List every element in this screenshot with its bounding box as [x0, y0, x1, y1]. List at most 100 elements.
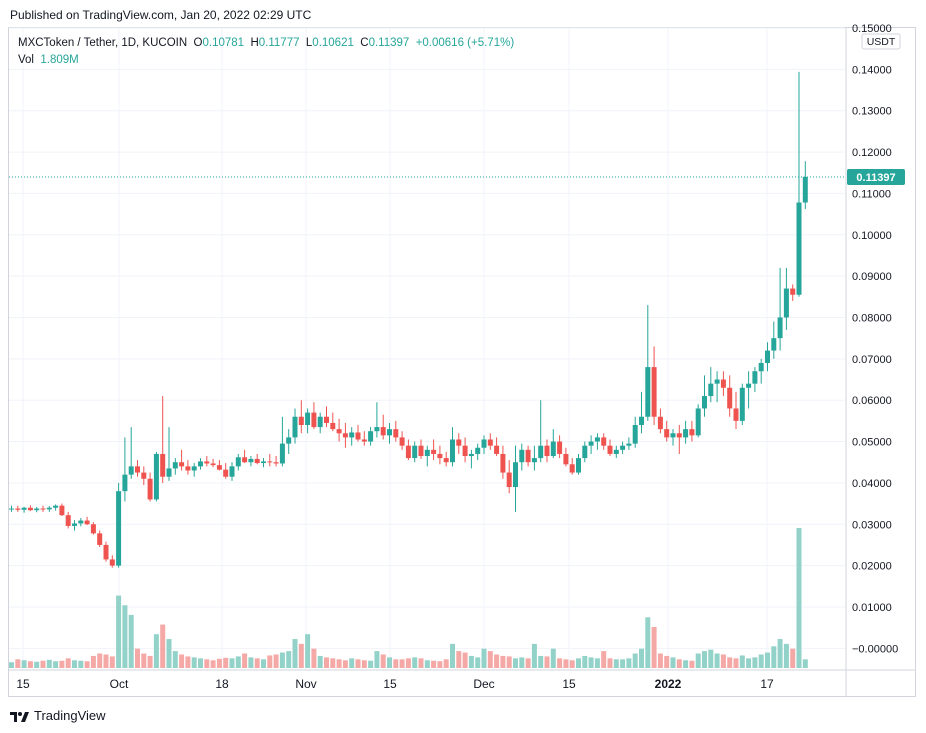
volume-bar [664, 655, 670, 668]
volume-bar [739, 655, 745, 668]
volume-bar [65, 658, 71, 668]
candle-body [204, 461, 210, 464]
candle-body [424, 449, 430, 457]
volume-bar [702, 651, 707, 668]
volume-bar [84, 661, 90, 668]
volume-bar [424, 660, 430, 668]
candle-body [279, 443, 285, 464]
volume-bar [40, 660, 46, 668]
candle-body [223, 469, 229, 477]
candle-body [135, 466, 140, 473]
volume-bar [752, 657, 758, 668]
volume-bar [160, 624, 166, 668]
volume-bar [128, 614, 134, 668]
candle-body [361, 439, 367, 442]
low-label: L [305, 37, 313, 49]
tradingview-logo-icon [10, 711, 29, 722]
candle-body [387, 429, 392, 436]
candle-body [336, 429, 342, 434]
candle-body [109, 559, 115, 566]
candle-body [702, 396, 707, 409]
candle-body [437, 453, 443, 459]
volume-bar [500, 655, 506, 668]
x-tick-label: 17 [760, 677, 774, 691]
volume-bar [538, 655, 544, 668]
candle-body [147, 478, 153, 500]
candle-body [46, 507, 52, 510]
volume-bar [802, 659, 808, 668]
y-tick-label: 0.06000 [852, 395, 892, 407]
volume-bar [242, 653, 248, 668]
candle-body [216, 465, 222, 470]
volume-bar [620, 659, 626, 668]
volume-bar [645, 617, 651, 668]
y-tick-label: 0.04000 [852, 478, 892, 490]
candle-body [513, 462, 518, 488]
volume-bar [626, 658, 632, 668]
candle-body [607, 445, 613, 454]
x-tick-label: 2022 [655, 677, 682, 691]
y-tick-label: 0.03000 [852, 519, 892, 531]
last-price-tag-label: 0.11397 [856, 172, 895, 184]
candle-body [305, 412, 311, 426]
candle-body [783, 288, 789, 318]
candle-body [418, 445, 424, 457]
volume-bar [412, 657, 418, 668]
y-tick-label: −0.00000 [852, 643, 898, 655]
volume-bar [261, 659, 266, 668]
volume-bar [695, 653, 701, 668]
x-tick-label: 15 [383, 677, 397, 691]
candle-body [172, 462, 178, 469]
candle-body [185, 466, 191, 471]
price-axis: 0.15000 0.14000 0.13000 0.12000 0.11000 0.100… [847, 23, 905, 655]
volume-bar [771, 646, 777, 668]
candle-body [550, 441, 556, 457]
y-tick-label: 0.13000 [852, 106, 892, 118]
volume-bar [368, 660, 374, 668]
volume-bar [179, 654, 185, 668]
volume-bar [569, 660, 575, 668]
candle-body [235, 457, 241, 467]
candle-body [198, 461, 203, 467]
volume-bar [198, 658, 203, 668]
candle-body [298, 416, 304, 426]
candle-body [475, 447, 481, 454]
candle-body [179, 462, 185, 467]
candle-body [21, 507, 27, 510]
volume-bar [330, 658, 336, 668]
open-label: O [193, 37, 203, 49]
candle-body [506, 472, 512, 488]
candle-body [657, 416, 663, 430]
x-tick-label: 15 [562, 677, 576, 691]
volume-bar [46, 659, 52, 668]
volume-bar [544, 656, 550, 668]
candle-body [248, 458, 254, 463]
volume-bar [431, 660, 437, 668]
candle-body [777, 317, 783, 339]
candle-body [267, 461, 273, 463]
volume-bar [758, 654, 764, 668]
footer-brand[interactable]: TradingView [10, 708, 106, 723]
volume-bar [393, 659, 399, 668]
candlesticks [9, 71, 808, 568]
volume-bar [204, 659, 210, 668]
volume-bar [563, 659, 569, 668]
candle-body [27, 507, 33, 511]
volume-bar [670, 657, 676, 668]
volume-bar [405, 658, 411, 668]
candle-body [771, 338, 777, 351]
volume-bar [683, 660, 689, 668]
candle-body [59, 505, 65, 516]
published-note: Published on TradingView.com, Jan 20, 20… [10, 8, 312, 22]
volume-bar [487, 651, 493, 668]
volume-bar [746, 658, 752, 668]
candle-body [689, 429, 695, 436]
candle-body [487, 439, 493, 446]
candle-body [40, 508, 46, 510]
volume-bar [519, 657, 525, 668]
candle-body [97, 533, 103, 545]
volume-bar [676, 659, 682, 668]
volume-bar [588, 657, 594, 668]
candle-body [468, 453, 474, 457]
